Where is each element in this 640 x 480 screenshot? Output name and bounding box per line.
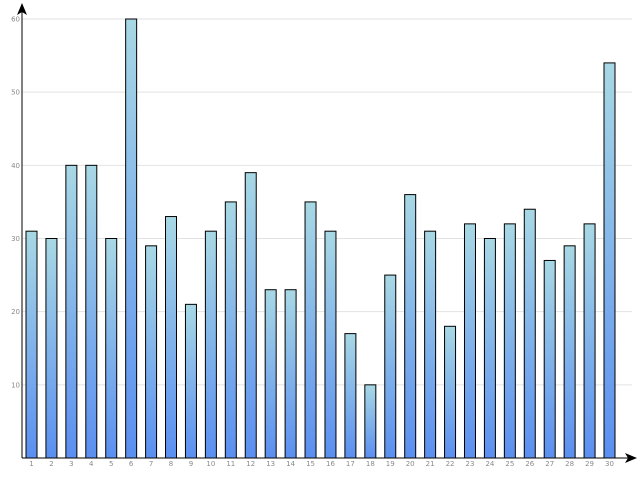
bar-21 [424, 230, 437, 459]
bar-13 [264, 289, 277, 459]
x-tick-label: 20 [406, 460, 415, 468]
x-tick-label: 23 [466, 460, 475, 468]
bar-26 [523, 208, 536, 459]
bar-1 [25, 230, 38, 459]
x-tick-label: 22 [446, 460, 455, 468]
bar-16 [324, 230, 337, 459]
bar-28 [563, 245, 576, 459]
bar-25 [503, 223, 516, 459]
x-tick-label: 18 [366, 460, 375, 468]
bar-19 [384, 274, 397, 459]
bar-2 [45, 238, 58, 459]
bar-24 [483, 238, 496, 459]
bar-18 [364, 384, 377, 459]
bar-5 [105, 238, 118, 459]
x-tick-label: 21 [426, 460, 435, 468]
x-tick-label: 5 [109, 460, 113, 468]
bar-8 [165, 216, 178, 459]
bar-11 [224, 201, 237, 459]
x-tick-label: 8 [169, 460, 173, 468]
x-axis-arrow-icon [625, 453, 637, 463]
x-tick-label: 25 [505, 460, 514, 468]
x-tick-label: 27 [545, 460, 554, 468]
x-tick-label: 11 [226, 460, 235, 468]
y-tick-label: 30 [11, 235, 20, 243]
x-tick-label: 9 [189, 460, 193, 468]
x-tick-label: 14 [286, 460, 295, 468]
x-tick-label: 16 [326, 460, 335, 468]
x-tick-label: 13 [266, 460, 275, 468]
x-tick-labels: 1 2 3 4 5 6 7 8 9 10 11 12 13 14 15 16 17 18 19 20 21 22 23 24 2… [29, 460, 614, 468]
y-tick-label: 60 [11, 16, 20, 24]
x-tick-label: 30 [605, 460, 614, 468]
x-tick-label: 15 [306, 460, 315, 468]
bar-30 [603, 62, 616, 459]
bar-14 [284, 289, 297, 459]
x-tick-label: 1 [29, 460, 33, 468]
x-tick-label: 24 [485, 460, 494, 468]
y-tick-label: 10 [11, 381, 20, 389]
bar-20 [404, 194, 417, 459]
bar-9 [184, 303, 197, 459]
x-tick-label: 26 [525, 460, 534, 468]
x-tick-label: 19 [386, 460, 395, 468]
y-tick-label: 20 [11, 308, 20, 316]
x-tick-label: 10 [206, 460, 215, 468]
x-tick-label: 29 [585, 460, 594, 468]
x-tick-label: 17 [346, 460, 355, 468]
y-axis-arrow-icon [17, 3, 27, 15]
bar-22 [444, 325, 457, 459]
bar-27 [543, 259, 556, 459]
x-tick-label: 7 [149, 460, 153, 468]
y-tick-label: 50 [11, 89, 20, 97]
x-tick-label: 2 [49, 460, 53, 468]
bar-4 [85, 164, 98, 459]
bar-15 [304, 201, 317, 459]
x-tick-label: 6 [129, 460, 134, 468]
bar-3 [65, 164, 78, 459]
bar-23 [463, 223, 476, 459]
axes [17, 3, 637, 463]
bar-17 [344, 333, 357, 459]
x-tick-label: 28 [565, 460, 574, 468]
bar-7 [145, 245, 158, 459]
bar-10 [204, 230, 217, 459]
y-tick-labels: 10 20 30 40 50 60 [11, 16, 20, 390]
bar-29 [583, 223, 596, 459]
x-tick-label: 12 [246, 460, 255, 468]
x-tick-label: 3 [69, 460, 73, 468]
x-tick-label: 4 [89, 460, 94, 468]
bar-12 [244, 172, 257, 459]
bar-6 [125, 18, 138, 459]
y-tick-label: 40 [11, 162, 20, 170]
